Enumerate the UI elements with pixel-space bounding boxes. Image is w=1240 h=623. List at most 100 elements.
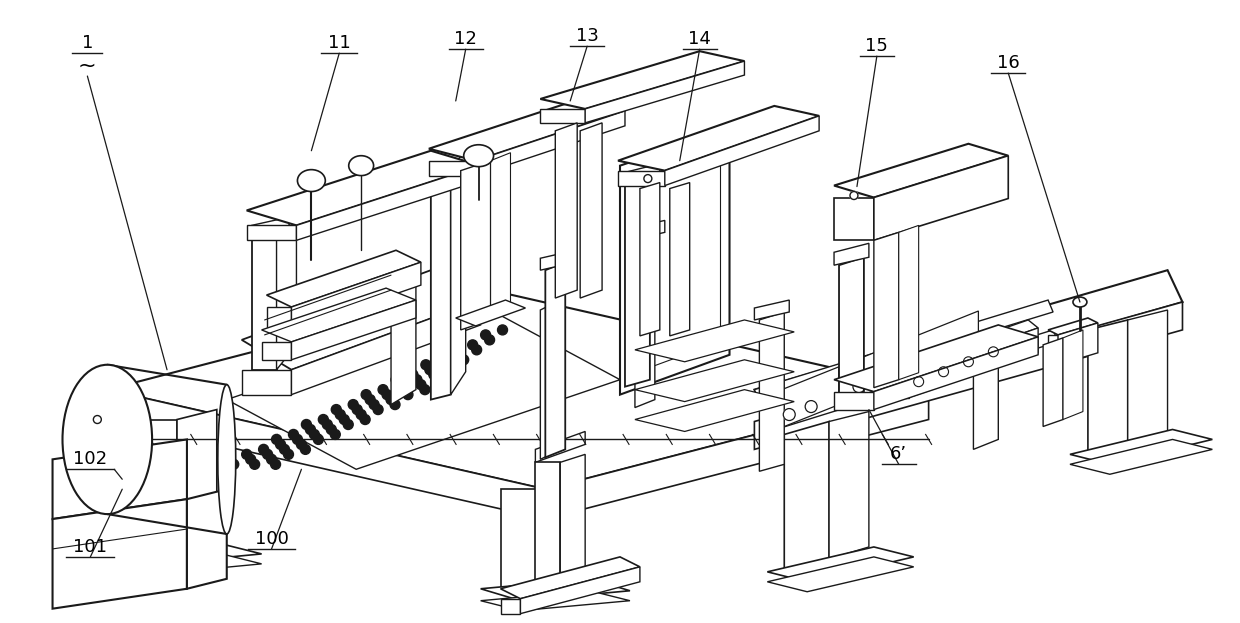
Polygon shape bbox=[784, 422, 830, 572]
Circle shape bbox=[425, 364, 435, 374]
Polygon shape bbox=[585, 61, 744, 123]
Polygon shape bbox=[227, 310, 620, 469]
Polygon shape bbox=[247, 226, 296, 240]
Polygon shape bbox=[451, 149, 466, 394]
Polygon shape bbox=[635, 360, 794, 402]
Circle shape bbox=[373, 404, 383, 414]
Polygon shape bbox=[252, 216, 296, 240]
Polygon shape bbox=[430, 149, 466, 171]
Polygon shape bbox=[754, 300, 1053, 402]
Text: 13: 13 bbox=[575, 27, 599, 45]
Polygon shape bbox=[291, 300, 415, 360]
Circle shape bbox=[296, 439, 306, 449]
Polygon shape bbox=[1063, 330, 1083, 419]
Polygon shape bbox=[769, 367, 839, 432]
Circle shape bbox=[497, 325, 507, 335]
Polygon shape bbox=[874, 337, 1038, 409]
Polygon shape bbox=[839, 257, 864, 407]
Circle shape bbox=[471, 345, 481, 355]
Circle shape bbox=[784, 409, 795, 421]
Text: 12: 12 bbox=[454, 31, 477, 48]
Polygon shape bbox=[754, 300, 789, 320]
Polygon shape bbox=[635, 232, 655, 407]
Circle shape bbox=[396, 379, 405, 389]
Polygon shape bbox=[874, 232, 899, 388]
Circle shape bbox=[293, 434, 303, 444]
Polygon shape bbox=[501, 557, 640, 599]
Ellipse shape bbox=[348, 156, 373, 176]
Circle shape bbox=[246, 454, 255, 464]
Text: 14: 14 bbox=[688, 31, 711, 48]
Polygon shape bbox=[429, 99, 625, 161]
Circle shape bbox=[284, 449, 294, 459]
Circle shape bbox=[310, 429, 320, 439]
Polygon shape bbox=[768, 557, 914, 592]
Circle shape bbox=[451, 345, 461, 355]
Polygon shape bbox=[252, 240, 277, 369]
Polygon shape bbox=[491, 153, 511, 320]
Circle shape bbox=[849, 191, 858, 199]
Circle shape bbox=[305, 424, 315, 434]
Circle shape bbox=[485, 335, 495, 345]
Polygon shape bbox=[456, 300, 526, 326]
Polygon shape bbox=[429, 161, 476, 176]
Polygon shape bbox=[618, 171, 665, 186]
Circle shape bbox=[300, 444, 310, 454]
Polygon shape bbox=[560, 454, 585, 589]
Text: 16: 16 bbox=[997, 54, 1019, 72]
Circle shape bbox=[438, 355, 448, 364]
Polygon shape bbox=[835, 144, 1008, 197]
Text: 102: 102 bbox=[73, 450, 108, 468]
Polygon shape bbox=[640, 183, 660, 336]
Ellipse shape bbox=[218, 384, 236, 534]
Polygon shape bbox=[973, 340, 998, 449]
Polygon shape bbox=[580, 123, 603, 298]
Polygon shape bbox=[242, 270, 481, 369]
Polygon shape bbox=[764, 330, 1058, 432]
Circle shape bbox=[391, 399, 401, 409]
Circle shape bbox=[93, 416, 102, 424]
Polygon shape bbox=[108, 290, 929, 489]
Polygon shape bbox=[874, 156, 1008, 240]
Polygon shape bbox=[1070, 429, 1213, 464]
Circle shape bbox=[249, 459, 259, 469]
Polygon shape bbox=[909, 311, 978, 377]
Ellipse shape bbox=[464, 145, 494, 166]
Polygon shape bbox=[620, 129, 729, 394]
Circle shape bbox=[228, 459, 239, 469]
Circle shape bbox=[361, 389, 371, 399]
Polygon shape bbox=[291, 300, 481, 394]
Circle shape bbox=[420, 360, 430, 369]
Circle shape bbox=[386, 394, 396, 404]
Polygon shape bbox=[546, 389, 929, 519]
Polygon shape bbox=[541, 109, 585, 123]
Circle shape bbox=[403, 389, 413, 399]
Polygon shape bbox=[1043, 338, 1063, 427]
Circle shape bbox=[467, 340, 477, 350]
Polygon shape bbox=[1070, 439, 1213, 474]
Circle shape bbox=[415, 379, 425, 389]
Text: 100: 100 bbox=[254, 530, 289, 548]
Circle shape bbox=[267, 454, 277, 464]
Circle shape bbox=[370, 399, 379, 409]
Polygon shape bbox=[899, 226, 919, 379]
Circle shape bbox=[331, 404, 341, 414]
Polygon shape bbox=[754, 302, 1183, 449]
Circle shape bbox=[275, 439, 285, 449]
Circle shape bbox=[301, 419, 311, 429]
Ellipse shape bbox=[1073, 297, 1087, 307]
Polygon shape bbox=[536, 432, 585, 462]
Text: 1: 1 bbox=[82, 34, 93, 52]
Polygon shape bbox=[839, 339, 909, 404]
Polygon shape bbox=[909, 328, 1038, 397]
Polygon shape bbox=[625, 179, 650, 387]
Circle shape bbox=[408, 369, 418, 379]
Polygon shape bbox=[277, 216, 296, 369]
Polygon shape bbox=[481, 579, 630, 601]
Polygon shape bbox=[670, 183, 689, 336]
Polygon shape bbox=[759, 312, 784, 471]
Circle shape bbox=[352, 404, 362, 414]
Circle shape bbox=[382, 389, 392, 399]
Polygon shape bbox=[620, 164, 660, 186]
Polygon shape bbox=[665, 116, 820, 186]
